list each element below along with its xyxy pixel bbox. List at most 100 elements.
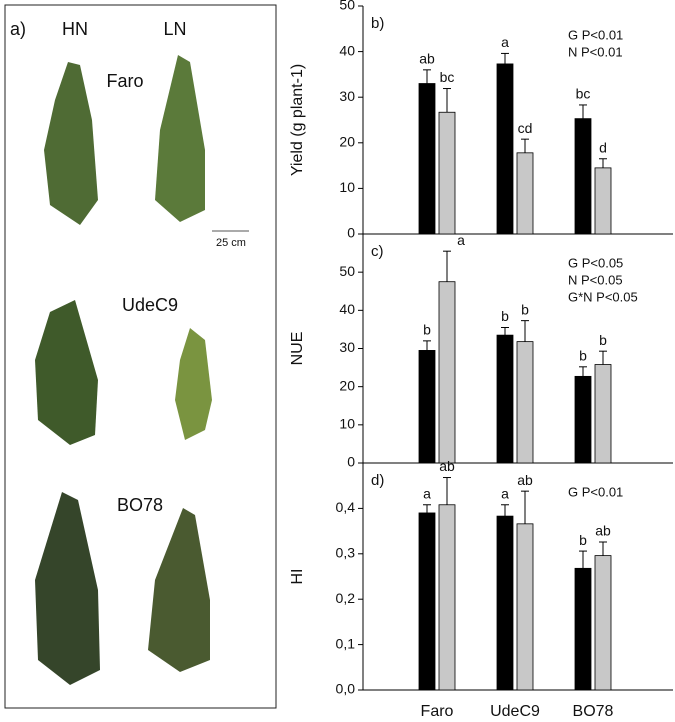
genotype-label: Faro <box>106 71 143 91</box>
y-tick-label: 0,1 <box>336 635 356 651</box>
x-tick-label: Faro <box>421 703 454 720</box>
error-bar <box>579 366 587 377</box>
panel-label: a) <box>10 19 26 39</box>
error-bar <box>521 138 529 153</box>
y-tick-label: 0 <box>347 225 355 241</box>
x-tick-label: BO78 <box>573 703 614 720</box>
y-tick-label: 50 <box>339 0 355 13</box>
panel-label: d) <box>371 472 384 489</box>
significance-letter: b <box>423 322 431 338</box>
panel-label: c) <box>371 243 384 260</box>
y-tick-label: 30 <box>339 339 355 355</box>
plant <box>44 62 98 225</box>
significance-letter: ab <box>517 472 533 488</box>
annotation: G P<0.01 <box>568 484 623 499</box>
y-tick-label: 40 <box>339 42 355 58</box>
plants <box>35 55 212 685</box>
y-tick-label: 0,3 <box>336 545 356 561</box>
error-bar <box>501 327 509 336</box>
y-tick-label: 0,2 <box>336 590 356 606</box>
annotation: G P<0.01 <box>568 27 623 42</box>
y-axis-label: NUE <box>289 332 306 366</box>
column-label: HN <box>62 19 88 39</box>
bar <box>574 567 592 691</box>
plant <box>35 300 98 445</box>
y-tick-label: 50 <box>339 263 355 279</box>
error-bar <box>423 340 431 351</box>
y-tick-label: 20 <box>339 134 355 150</box>
y-tick-label: 30 <box>339 88 355 104</box>
scale-label: 25 cm <box>216 237 246 249</box>
significance-letter: b <box>579 532 587 548</box>
significance-letter: b <box>501 308 509 324</box>
plant <box>148 508 210 672</box>
significance-letter: b <box>579 348 587 364</box>
error-bar <box>579 550 587 569</box>
bar <box>418 350 436 464</box>
error-bar <box>599 350 607 365</box>
error-bar <box>521 490 529 524</box>
error-bar <box>521 320 529 342</box>
bar <box>516 341 534 464</box>
significance-letter: a <box>501 485 509 501</box>
significance-letter: d <box>599 139 607 155</box>
y-axis-label: Yield (g plant-1) <box>289 64 306 176</box>
error-bar <box>443 88 451 113</box>
bar <box>438 504 456 691</box>
plant <box>155 55 205 222</box>
error-bar <box>423 504 431 513</box>
y-tick-label: 10 <box>339 416 355 432</box>
bar <box>438 281 456 464</box>
bar <box>418 83 436 235</box>
y-axis-label: HI <box>289 569 306 585</box>
bar <box>594 167 612 235</box>
y-tick-label: 0 <box>347 454 355 470</box>
significance-letter: bc <box>440 69 455 85</box>
significance-letter: a <box>423 485 431 501</box>
significance-letter: a <box>501 34 509 50</box>
annotation: N P<0.05 <box>568 272 623 287</box>
bar <box>516 152 534 235</box>
error-bar <box>599 158 607 168</box>
bar <box>496 334 514 464</box>
error-bar <box>443 250 451 282</box>
genotype-label: UdeC9 <box>122 295 178 315</box>
bar <box>438 111 456 235</box>
bar <box>516 523 534 691</box>
error-bar <box>599 541 607 556</box>
y-tick-label: 20 <box>339 377 355 393</box>
error-bar <box>443 477 451 505</box>
significance-letter: ab <box>439 458 455 474</box>
bar <box>418 512 436 691</box>
y-tick-label: 0,4 <box>336 499 356 515</box>
y-tick-label: 40 <box>339 301 355 317</box>
y-tick-label: 10 <box>339 179 355 195</box>
bar <box>574 375 592 464</box>
bar <box>594 555 612 691</box>
bar <box>594 364 612 464</box>
significance-letter: bc <box>576 86 591 102</box>
plant <box>175 328 212 440</box>
significance-letter: b <box>599 332 607 348</box>
error-bar <box>501 504 509 517</box>
bar <box>574 118 592 235</box>
panel-label: b) <box>371 15 384 32</box>
genotype-label: BO78 <box>117 495 163 515</box>
bar <box>496 63 514 235</box>
significance-letter: ab <box>419 51 435 67</box>
plant <box>35 492 100 685</box>
error-bar <box>501 52 509 64</box>
error-bar <box>423 69 431 84</box>
x-tick-label: UdeC9 <box>490 703 540 720</box>
bar <box>496 515 514 691</box>
significance-letter: cd <box>518 120 533 136</box>
annotation: G*N P<0.05 <box>568 289 638 304</box>
annotation: N P<0.01 <box>568 44 623 59</box>
significance-letter: a <box>457 232 465 248</box>
significance-letter: b <box>521 301 529 317</box>
annotation: G P<0.05 <box>568 255 623 270</box>
significance-letter: ab <box>595 523 611 539</box>
error-bar <box>579 104 587 119</box>
column-label: LN <box>163 19 186 39</box>
